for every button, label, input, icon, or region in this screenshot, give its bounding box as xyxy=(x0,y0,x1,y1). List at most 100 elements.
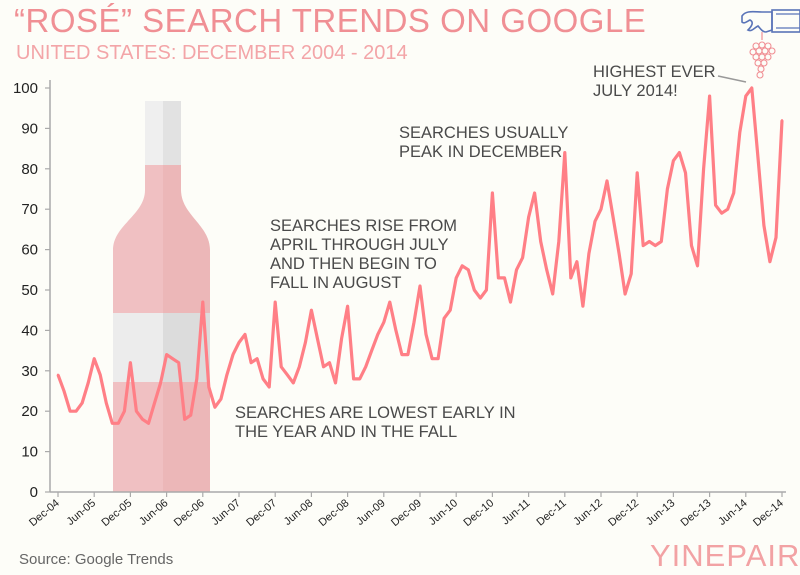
data-point xyxy=(316,337,319,340)
data-point xyxy=(243,333,247,336)
data-point xyxy=(177,361,180,364)
brand-logo: YINEPAIR xyxy=(650,538,800,573)
x-tick-label: Jun-14 xyxy=(716,497,749,528)
data-point xyxy=(159,381,162,385)
annotation-text: SEARCHES USUALLY xyxy=(399,124,568,142)
data-point xyxy=(412,321,416,324)
annotation-text: HIGHEST EVER xyxy=(593,63,716,81)
data-point xyxy=(599,208,603,211)
data-point xyxy=(105,401,108,405)
data-point xyxy=(527,216,530,219)
data-point xyxy=(406,353,410,356)
data-point xyxy=(346,304,349,308)
data-point xyxy=(479,296,482,300)
data-point xyxy=(340,337,343,340)
annotation-text: APRIL THROUGH JULY xyxy=(270,236,448,254)
x-tick-label: Dec-10 xyxy=(461,497,496,529)
data-point xyxy=(430,357,434,360)
annotation-text: SEARCHES RISE FROM xyxy=(270,217,457,235)
page-subtitle: UNITED STATES: DECEMBER 2004 - 2014 xyxy=(16,42,408,64)
data-point xyxy=(237,341,241,344)
data-point xyxy=(642,244,645,247)
data-point xyxy=(304,341,307,344)
data-point xyxy=(455,276,458,280)
data-point xyxy=(768,260,772,263)
hand-holding-grapes-icon xyxy=(741,9,800,79)
annotation-text: FALL IN AUGUST xyxy=(270,274,401,292)
annotation-text: SEARCHES ARE LOWEST EARLY IN xyxy=(235,404,516,422)
data-point xyxy=(756,155,760,158)
annotation-text: THE YEAR AND IN THE FALL xyxy=(235,423,457,441)
x-tick-label: Dec-05 xyxy=(99,497,134,529)
data-point xyxy=(328,361,331,364)
data-point xyxy=(442,317,446,320)
data-point xyxy=(74,410,78,413)
data-point xyxy=(388,300,392,304)
data-point xyxy=(497,276,500,280)
data-point xyxy=(485,288,488,292)
x-tick-label: Jun-13 xyxy=(644,497,677,528)
axes xyxy=(49,80,786,493)
x-tick-label: Dec-09 xyxy=(389,497,424,529)
data-point xyxy=(587,252,591,255)
data-point xyxy=(62,389,66,393)
data-point xyxy=(569,276,573,280)
x-tick-label: Jun-12 xyxy=(571,497,604,528)
data-point xyxy=(593,220,597,223)
data-point xyxy=(726,208,729,211)
data-point xyxy=(322,365,325,368)
data-point xyxy=(611,216,615,219)
annotation-pointer xyxy=(717,75,747,83)
data-point xyxy=(473,288,476,292)
data-point xyxy=(690,244,693,247)
data-point xyxy=(400,353,404,356)
data-point xyxy=(551,292,554,296)
x-tick-label: Jun-08 xyxy=(282,497,315,528)
data-point xyxy=(310,309,313,312)
data-point xyxy=(364,365,367,368)
data-point xyxy=(147,422,150,425)
data-point xyxy=(201,300,204,304)
data-point xyxy=(418,284,422,288)
data-point xyxy=(575,260,579,263)
x-tick-label: Jun-06 xyxy=(137,497,170,528)
x-tick-label: Dec-07 xyxy=(244,497,279,529)
data-point xyxy=(732,191,735,195)
data-point xyxy=(189,414,192,417)
data-point xyxy=(171,357,174,360)
data-point xyxy=(708,94,711,98)
data-point xyxy=(702,167,705,170)
y-axis-ticks: 0 10 20 30 40 50 60 70 80 90 100 xyxy=(13,80,50,501)
data-point xyxy=(762,224,766,227)
x-axis-ticks: Dec-04 Jun-05 Dec-05 Jun-06 Dec-06 Jun-07 Dec-… xyxy=(27,492,786,529)
y-tick-label: 50 xyxy=(21,282,38,299)
data-points xyxy=(56,86,784,425)
data-point xyxy=(539,240,542,243)
data-point xyxy=(298,365,301,368)
data-point xyxy=(225,373,229,377)
data-point xyxy=(183,418,186,421)
data-point xyxy=(623,292,627,296)
annotation-text: JULY 2014! xyxy=(593,82,678,100)
data-point xyxy=(581,304,585,308)
data-point xyxy=(660,240,663,243)
y-tick-label: 70 xyxy=(21,201,38,218)
data-point xyxy=(382,321,385,324)
data-point xyxy=(780,119,784,122)
data-point xyxy=(678,151,681,154)
data-point xyxy=(195,377,198,381)
x-tick-label: Dec-06 xyxy=(172,497,207,529)
data-point xyxy=(720,212,723,215)
x-tick-label: Dec-12 xyxy=(606,497,641,529)
x-tick-label: Dec-08 xyxy=(317,497,352,529)
data-point xyxy=(219,397,223,401)
data-point xyxy=(165,353,168,356)
data-point xyxy=(370,349,373,352)
data-point xyxy=(738,131,741,134)
annotation-text: AND THEN BEGIN TO xyxy=(270,255,437,273)
data-point xyxy=(274,300,277,304)
data-point xyxy=(696,264,699,267)
data-point xyxy=(672,159,675,162)
y-tick-label: 30 xyxy=(21,363,38,380)
